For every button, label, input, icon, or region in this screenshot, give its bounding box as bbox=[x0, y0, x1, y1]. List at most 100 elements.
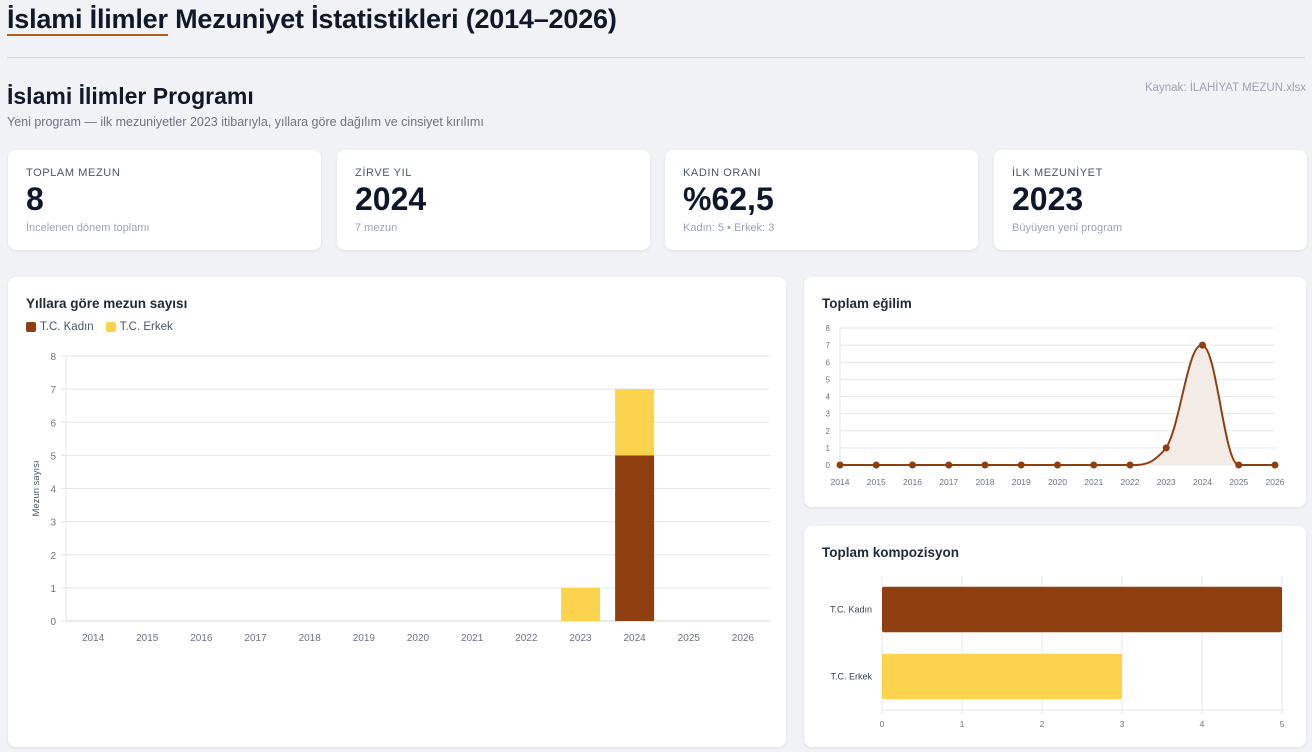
section-title: İslami İlimler Programı bbox=[7, 83, 254, 109]
y-tick-label: 4 bbox=[50, 485, 56, 496]
kpi-value: 8 bbox=[26, 181, 44, 217]
composition-bar-kadin bbox=[882, 586, 1282, 633]
trend-point bbox=[981, 461, 989, 469]
kpi-label: İLK MEZUNİYET bbox=[1012, 167, 1103, 179]
x-tick-label: 2017 bbox=[244, 633, 267, 644]
x-tick-label: 2025 bbox=[1229, 477, 1248, 487]
x-tick-label: 2018 bbox=[976, 477, 995, 487]
x-tick-label: 2025 bbox=[678, 633, 701, 644]
kpi-female-ratio: KADIN ORANI %62,5 Kadın: 5 • Erkek: 3 bbox=[665, 150, 978, 250]
y-tick-label: 3 bbox=[50, 518, 56, 529]
x-tick-label: 5 bbox=[1280, 719, 1285, 729]
x-tick-label: 2020 bbox=[407, 633, 430, 644]
bar-segment-kadin bbox=[615, 455, 655, 621]
y-tick-label: 8 bbox=[826, 324, 831, 333]
x-tick-label: 4 bbox=[1200, 719, 1205, 729]
kpi-value: 2024 bbox=[355, 181, 427, 217]
trend-point bbox=[1017, 461, 1025, 469]
x-tick-label: 2022 bbox=[1121, 477, 1140, 487]
trend-point bbox=[836, 461, 844, 469]
stacked-bar-chart: 0 1 2 3 4 5 6 7 8 Mezun sayısı 2014 2015 2016 2017 201… bbox=[31, 352, 770, 644]
kpi-total-graduates: TOPLAM MEZUN 8 İncelenen dönem toplamı bbox=[8, 150, 321, 250]
x-tick-label: 2026 bbox=[732, 633, 755, 644]
trend-point bbox=[1271, 461, 1279, 469]
page-title-rest: Mezuniyet İstatistikleri (2014–2026) bbox=[167, 4, 617, 34]
legend-item-erkek[interactable]: T.C. Erkek bbox=[105, 321, 173, 333]
composition-bar-chart: 0 1 2 3 4 5 T.C. Kadın T.C. Erkek bbox=[830, 576, 1285, 729]
chart-title: Toplam kompozisyon bbox=[822, 545, 960, 560]
trend-panel: Toplam eğilim 0 1 2 3 4 5 6 7 8 2014 2015 2016 2017 2… bbox=[804, 277, 1306, 507]
x-tick-label: 2014 bbox=[82, 633, 105, 644]
x-tick-label: 2020 bbox=[1048, 477, 1067, 487]
x-tick-label: 2015 bbox=[136, 633, 159, 644]
x-tick-label: 2015 bbox=[867, 477, 886, 487]
x-tick-label: 2024 bbox=[1193, 477, 1212, 487]
y-tick-label: 8 bbox=[50, 352, 56, 363]
header-divider bbox=[7, 57, 1305, 58]
y-tick-label: 1 bbox=[50, 584, 56, 595]
kpi-hint: Büyüyen yeni program bbox=[1012, 222, 1123, 234]
x-tick-label: 2016 bbox=[190, 633, 213, 644]
legend-item-kadin[interactable]: T.C. Kadın bbox=[26, 321, 94, 333]
y-category-label: T.C. Kadın bbox=[830, 605, 872, 615]
y-tick-label: 0 bbox=[826, 461, 831, 470]
x-tick-label: 2023 bbox=[569, 633, 592, 644]
x-tick-label: 2016 bbox=[903, 477, 922, 487]
y-tick-label: 6 bbox=[50, 418, 56, 429]
y-tick-label: 6 bbox=[826, 358, 831, 367]
legend-label: T.C. Kadın bbox=[40, 321, 94, 333]
x-tick-label: 0 bbox=[880, 719, 885, 729]
source-label: Kaynak: İLAHİYAT MEZUN.xlsx bbox=[1144, 82, 1306, 94]
trend-point bbox=[909, 461, 916, 469]
x-tick-label: 2022 bbox=[515, 633, 538, 644]
y-tick-label: 7 bbox=[826, 341, 831, 350]
chart-legend: T.C. Kadın T.C. Erkek bbox=[26, 321, 173, 333]
y-tick-label: 0 bbox=[50, 617, 56, 628]
kpi-first-graduation: İLK MEZUNİYET 2023 Büyüyen yeni program bbox=[994, 150, 1307, 250]
trend-point bbox=[945, 461, 953, 469]
x-tick-label: 2017 bbox=[939, 477, 958, 487]
kpi-hint: 7 mezun bbox=[355, 222, 398, 234]
y-tick-label: 7 bbox=[50, 385, 56, 396]
kpi-value: %62,5 bbox=[683, 181, 774, 217]
bar-segment-erkek bbox=[615, 389, 655, 456]
kpi-value: 2023 bbox=[1012, 181, 1084, 217]
section-subtitle: Yeni program — ilk mezuniyetler 2023 iti… bbox=[7, 115, 484, 129]
trend-point bbox=[1162, 444, 1170, 452]
page-title: İslami İlimler Mezuniyet İstatistikleri … bbox=[7, 4, 617, 36]
y-tick-label: 5 bbox=[50, 451, 56, 462]
x-tick-label: 2019 bbox=[353, 633, 376, 644]
trend-point bbox=[1126, 461, 1134, 469]
x-tick-label: 2023 bbox=[1157, 477, 1176, 487]
y-tick-label: 4 bbox=[826, 393, 831, 402]
y-axis-title: Mezun sayısı bbox=[31, 461, 42, 517]
legend-swatch-erkek bbox=[105, 322, 116, 332]
trend-area bbox=[840, 345, 1275, 465]
x-tick-label: 2014 bbox=[831, 477, 850, 487]
y-tick-label: 2 bbox=[50, 551, 56, 562]
trend-line-chart: 0 1 2 3 4 5 6 7 8 2014 2015 2016 2017 2018 2019 2020 202… bbox=[826, 324, 1285, 487]
trend-point bbox=[1054, 461, 1061, 469]
x-tick-label: 2019 bbox=[1012, 477, 1031, 487]
x-tick-label: 2021 bbox=[461, 633, 484, 644]
x-tick-label: 2021 bbox=[1084, 477, 1103, 487]
composition-bar-erkek bbox=[882, 653, 1122, 700]
kpi-label: ZİRVE YIL bbox=[355, 167, 412, 179]
chart-title: Toplam eğilim bbox=[822, 296, 912, 311]
x-tick-label: 1 bbox=[960, 719, 965, 729]
kpi-label: KADIN ORANI bbox=[683, 167, 762, 179]
x-tick-label: 2026 bbox=[1266, 477, 1285, 487]
legend-label: T.C. Erkek bbox=[119, 321, 173, 333]
trend-point bbox=[1090, 461, 1098, 469]
kpi-hint: İncelenen dönem toplamı bbox=[26, 222, 150, 234]
legend-swatch-kadin bbox=[26, 322, 36, 332]
page-title-accent: İslami İlimler bbox=[7, 4, 168, 36]
x-tick-label: 2024 bbox=[623, 633, 646, 644]
y-tick-label: 1 bbox=[826, 444, 831, 453]
kpi-hint: Kadın: 5 • Erkek: 3 bbox=[683, 222, 775, 234]
bar-segment-erkek bbox=[560, 587, 600, 621]
x-tick-label: 2018 bbox=[299, 633, 322, 644]
x-tick-label: 2 bbox=[1040, 719, 1045, 729]
trend-point bbox=[872, 461, 880, 469]
composition-panel: Toplam kompozisyon 0 1 2 3 4 5 T.C. Kadın T.C. … bbox=[804, 526, 1306, 747]
